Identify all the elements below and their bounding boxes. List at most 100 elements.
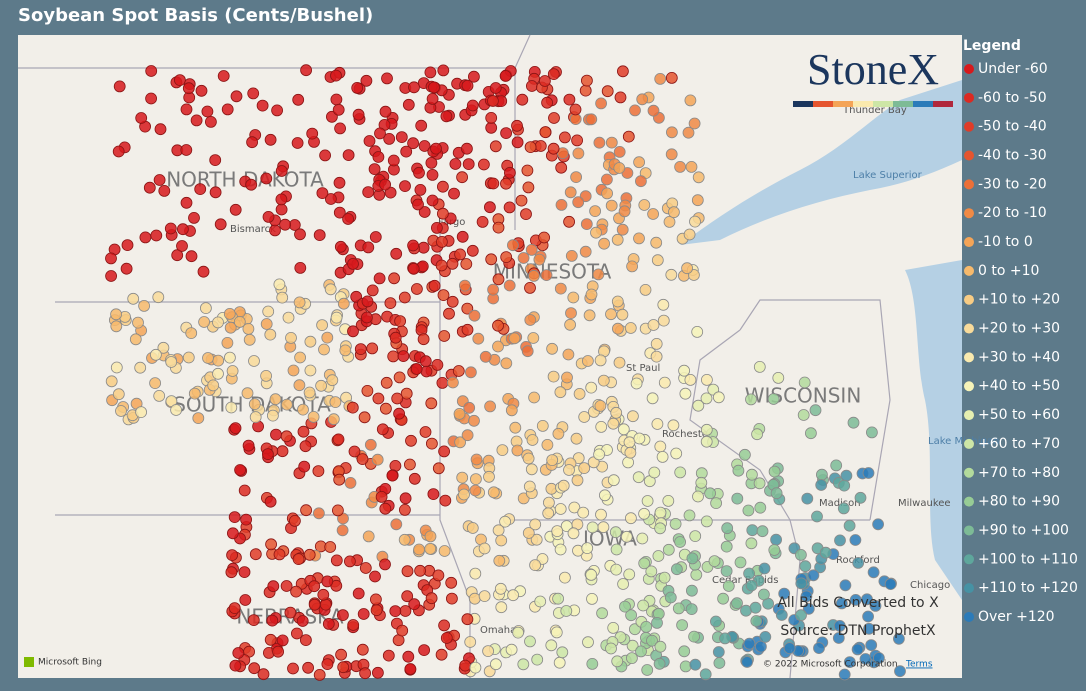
- bid-point: [401, 565, 414, 578]
- city-label: Cedar Rapids: [712, 575, 778, 586]
- bid-point: [425, 397, 438, 410]
- bid-point: [336, 524, 349, 537]
- legend-swatch: [964, 323, 974, 334]
- bid-point: [229, 203, 242, 216]
- bid-point: [230, 90, 243, 103]
- bid-point: [217, 70, 230, 82]
- bid-point: [492, 524, 505, 537]
- bid-point: [324, 541, 337, 553]
- bid-point: [315, 379, 328, 392]
- bid-point: [578, 411, 591, 423]
- bid-point: [221, 336, 234, 349]
- bid-point: [260, 318, 273, 330]
- bid-point: [270, 428, 282, 441]
- bid-point: [297, 403, 309, 416]
- bid-point: [552, 592, 564, 605]
- bid-point: [658, 376, 671, 389]
- bid-point: [456, 471, 469, 484]
- bid-point: [484, 400, 497, 413]
- bid-point: [225, 401, 238, 414]
- bid-point: [556, 646, 569, 659]
- bid-point: [317, 588, 330, 601]
- bid-point: [440, 632, 453, 644]
- bid-point: [749, 601, 762, 614]
- bid-point: [371, 453, 384, 466]
- bid-point: [517, 492, 530, 505]
- bid-point: [273, 548, 286, 561]
- bid-point: [595, 508, 607, 521]
- bid-point: [176, 240, 188, 252]
- bid-point: [516, 93, 529, 106]
- bid-point: [607, 417, 620, 430]
- bid-point: [390, 247, 403, 260]
- bid-point: [398, 291, 411, 304]
- bid-point: [894, 665, 906, 678]
- bid-point: [459, 659, 472, 672]
- bid-point: [555, 161, 568, 174]
- bid-point: [238, 566, 251, 578]
- bid-point: [485, 112, 498, 124]
- bid-point: [686, 584, 698, 597]
- bid-point: [654, 440, 667, 453]
- bid-point: [105, 252, 117, 265]
- bid-point: [467, 70, 480, 83]
- bid-point: [496, 444, 509, 457]
- bid-point: [720, 565, 733, 577]
- bid-point: [204, 116, 217, 128]
- bid-point: [833, 620, 846, 632]
- bid-point: [425, 156, 438, 169]
- city-label: Chicago: [910, 580, 950, 591]
- bid-point: [262, 305, 275, 318]
- bid-point: [852, 557, 865, 569]
- bid-point: [832, 632, 845, 644]
- bid-point: [721, 522, 734, 535]
- bid-point: [393, 407, 406, 420]
- bid-point: [382, 649, 395, 662]
- terms-link[interactable]: Terms: [905, 660, 933, 670]
- bid-point: [688, 117, 701, 130]
- bid-point: [105, 270, 117, 282]
- bid-point: [273, 278, 286, 291]
- bid-point: [460, 142, 473, 155]
- bid-point: [768, 544, 781, 556]
- bid-point: [425, 592, 438, 605]
- bid-point: [464, 366, 477, 379]
- bid-point: [293, 296, 306, 309]
- bid-point: [646, 634, 658, 647]
- bid-point: [647, 208, 659, 220]
- bid-point: [296, 615, 309, 627]
- bid-point: [420, 365, 433, 378]
- bid-point: [524, 141, 537, 154]
- bid-point: [233, 315, 246, 328]
- bid-point: [319, 598, 332, 611]
- bid-point: [389, 605, 402, 617]
- bid-point: [358, 411, 371, 424]
- bid-point: [299, 440, 312, 453]
- note: Source: DTN ProphetX: [780, 623, 936, 639]
- bid-point: [552, 427, 565, 440]
- bid-point: [564, 186, 577, 199]
- bid-point: [650, 236, 663, 249]
- bid-point: [665, 268, 678, 281]
- bid-point: [654, 522, 666, 535]
- bid-point: [264, 495, 277, 508]
- bid-point: [866, 426, 878, 439]
- bid-point: [393, 371, 406, 384]
- legend-swatch: [964, 410, 974, 421]
- bid-point: [256, 99, 269, 112]
- bid-point: [135, 406, 148, 419]
- bid-point: [547, 142, 560, 155]
- bid-point: [438, 330, 451, 342]
- bid-point: [260, 369, 273, 382]
- bid-point: [287, 662, 299, 675]
- bid-point: [138, 299, 151, 312]
- bid-point: [849, 534, 862, 546]
- bid-point: [424, 530, 437, 543]
- bid-point: [460, 258, 473, 270]
- bid-point: [563, 93, 576, 106]
- bid-point: [681, 262, 693, 275]
- bid-point: [285, 331, 297, 344]
- bid-point: [324, 193, 337, 205]
- bid-point: [656, 450, 669, 463]
- bid-point: [333, 176, 346, 189]
